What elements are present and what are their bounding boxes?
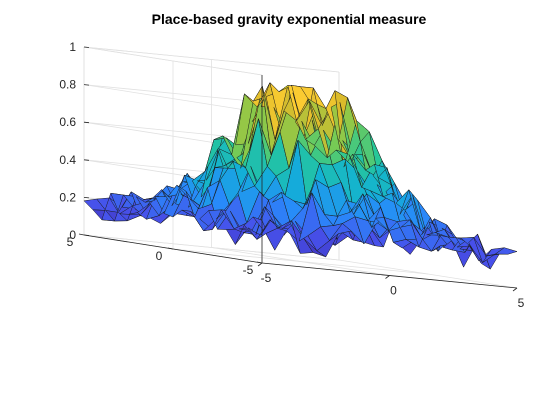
grid-line (172, 248, 429, 275)
z-tick-label: 0 (69, 228, 76, 242)
z-tick-mark (83, 159, 90, 161)
x-tick-label: -5 (261, 271, 272, 285)
y-tick-label: -5 (243, 263, 254, 277)
grid-line (83, 46, 263, 76)
x-tick-label: 0 (390, 284, 397, 298)
chart-title: Place-based gravity exponential measure (152, 11, 427, 27)
z-tick-label: 0.2 (59, 190, 76, 204)
z-tick-label: 0.6 (59, 115, 76, 129)
x-tick-label: 5 (518, 296, 525, 310)
y-tick-mark (256, 261, 263, 264)
x-tick-mark (512, 287, 518, 292)
z-tick-mark (83, 46, 90, 48)
x-tick-mark (385, 275, 390, 279)
grid-line (83, 46, 340, 73)
z-tick-mark (83, 121, 90, 124)
y-tick-mark (167, 247, 174, 250)
grid-line (83, 234, 340, 261)
z-tick-mark (83, 84, 90, 86)
y-tick-label: 0 (156, 249, 163, 263)
tick-labels: 00.20.40.60.81-505-505 (59, 40, 524, 310)
z-tick-label: 1 (69, 40, 76, 54)
z-tick-label: 0.4 (59, 153, 76, 167)
z-tick-mark (83, 234, 90, 236)
surface-plot (83, 82, 518, 270)
x-tick-mark (257, 262, 263, 267)
z-tick-mark (83, 197, 90, 199)
z-tick-label: 0.8 (59, 78, 76, 92)
y-tick-mark (78, 233, 85, 236)
y-tick-label: 5 (67, 235, 74, 249)
axes-lines (78, 46, 518, 292)
surface-facet (495, 247, 518, 255)
